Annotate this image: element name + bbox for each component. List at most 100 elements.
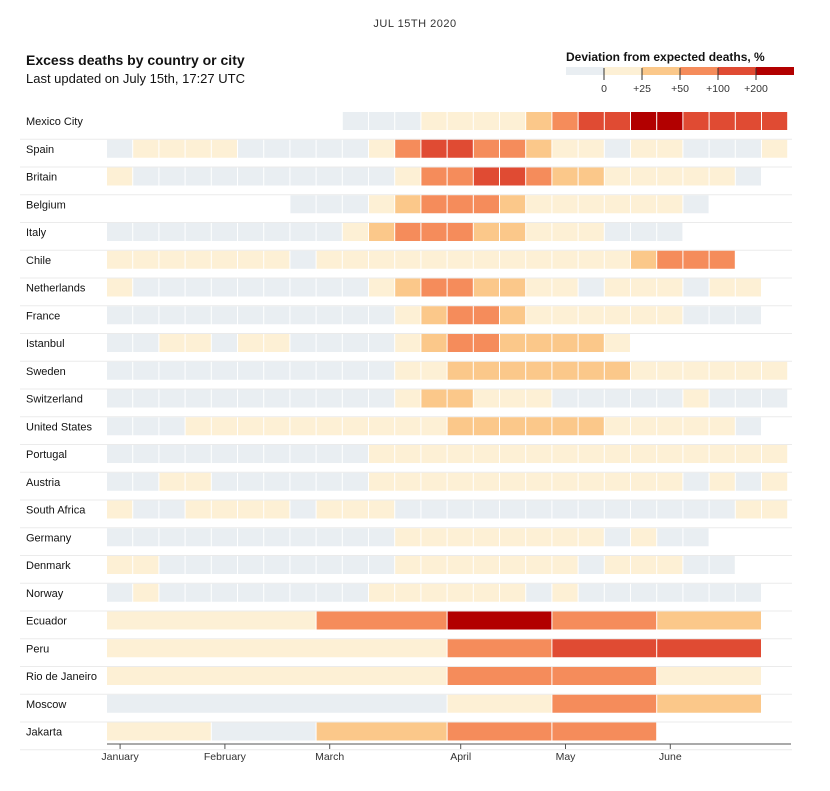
heatmap-cell: [342, 139, 368, 158]
row-label: Norway: [26, 588, 64, 600]
heatmap-cell: [107, 278, 133, 297]
row-label: Rio de Janeiro: [26, 671, 97, 683]
heatmap-cell: [657, 389, 683, 408]
heatmap-cell: [473, 195, 499, 214]
heatmap-cell: [238, 556, 264, 574]
heatmap-cell: [159, 223, 185, 241]
heatmap-cell: [421, 306, 447, 325]
heatmap-cell: [369, 223, 395, 241]
heatmap-cell: [133, 583, 159, 602]
heatmap-cell: [552, 472, 578, 491]
heatmap-cell: [185, 500, 211, 519]
heatmap-cell: [421, 445, 447, 463]
heatmap-cell: [369, 500, 395, 519]
heatmap-row: Sweden: [20, 361, 792, 390]
heatmap-cell: [395, 278, 421, 297]
heatmap-cell: [395, 361, 421, 380]
heatmap-row: Istanbul: [20, 334, 792, 362]
row-label: Portugal: [26, 449, 67, 461]
heatmap-cell: [657, 694, 761, 713]
heatmap-cell: [500, 195, 526, 214]
legend-tick-label: 0: [601, 83, 607, 95]
legend-tick-label: +100: [706, 83, 730, 95]
heatmap-cell: [473, 445, 499, 463]
heatmap-cell: [500, 556, 526, 574]
heatmap-cell: [578, 306, 604, 325]
heatmap-cell: [421, 583, 447, 602]
heatmap-cell: [500, 167, 526, 186]
heatmap-cell: [211, 583, 237, 602]
row-label: Germany: [26, 532, 72, 544]
heatmap-cell: [447, 250, 473, 269]
heatmap-cell: [578, 445, 604, 463]
heatmap-cell: [552, 389, 578, 408]
heatmap-cell: [264, 306, 290, 325]
heatmap-cell: [735, 445, 761, 463]
row-label: Moscow: [26, 699, 66, 711]
heatmap-cell: [447, 278, 473, 297]
heatmap-cell: [735, 500, 761, 519]
heatmap-cell: [657, 306, 683, 325]
heatmap-cell: [133, 278, 159, 297]
heatmap-cell: [604, 306, 630, 325]
heatmap-cell: [159, 334, 185, 352]
heatmap-cell: [578, 556, 604, 574]
heatmap-cell: [526, 334, 552, 352]
heatmap-cell: [683, 306, 709, 325]
heatmap-cell: [683, 556, 709, 574]
heatmap-cell: [159, 250, 185, 269]
heatmap-cell: [369, 472, 395, 491]
heatmap-cell: [526, 278, 552, 297]
heatmap-cell: [159, 472, 185, 491]
legend-swatch: [642, 67, 680, 75]
heatmap-cell: [526, 195, 552, 214]
heatmap-cell: [447, 694, 552, 713]
heatmap-cell: [211, 528, 237, 547]
row-label: Sweden: [26, 366, 66, 378]
heatmap-cell: [683, 278, 709, 297]
row-label: United States: [26, 421, 93, 433]
heatmap-cell: [604, 472, 630, 491]
heatmap-cell: [133, 167, 159, 186]
heatmap-cell: [578, 112, 604, 130]
heatmap-cell: [290, 195, 316, 214]
heatmap-cell: [500, 361, 526, 380]
heatmap-cell: [264, 472, 290, 491]
heatmap-cell: [447, 611, 552, 630]
heatmap-cell: [316, 139, 342, 158]
x-tick-label: June: [659, 751, 682, 763]
heatmap-cell: [500, 472, 526, 491]
heatmap-cell: [421, 139, 447, 158]
heatmap-cell: [107, 417, 133, 436]
heatmap-cell: [316, 528, 342, 547]
heatmap-cell: [657, 195, 683, 214]
legend-swatch: [756, 67, 794, 75]
heatmap-cell: [133, 556, 159, 574]
heatmap-cell: [552, 306, 578, 325]
heatmap-cell: [631, 556, 657, 574]
heatmap-cell: [107, 250, 133, 269]
heatmap-cell: [657, 139, 683, 158]
heatmap-cell: [657, 278, 683, 297]
heatmap-cell: [107, 472, 133, 491]
heatmap-cell: [762, 361, 788, 380]
heatmap-cell: [290, 167, 316, 186]
heatmap-cell: [316, 167, 342, 186]
heatmap-cell: [421, 334, 447, 352]
chart-title: Excess deaths by country or city: [26, 52, 245, 68]
heatmap-cell: [447, 583, 473, 602]
heatmap-cell: [369, 417, 395, 436]
heatmap-cell: [735, 112, 761, 130]
heatmap-cell: [657, 472, 683, 491]
heatmap-cell: [500, 500, 526, 519]
heatmap-cell: [762, 500, 788, 519]
heatmap-cell: [631, 112, 657, 130]
heatmap-cell: [264, 556, 290, 574]
heatmap-cell: [657, 639, 761, 658]
heatmap-cell: [526, 528, 552, 547]
row-label: Spain: [26, 144, 54, 156]
heatmap-cell: [238, 389, 264, 408]
heatmap-cell: [395, 583, 421, 602]
heatmap-cell: [657, 611, 761, 630]
heatmap-cell: [526, 306, 552, 325]
